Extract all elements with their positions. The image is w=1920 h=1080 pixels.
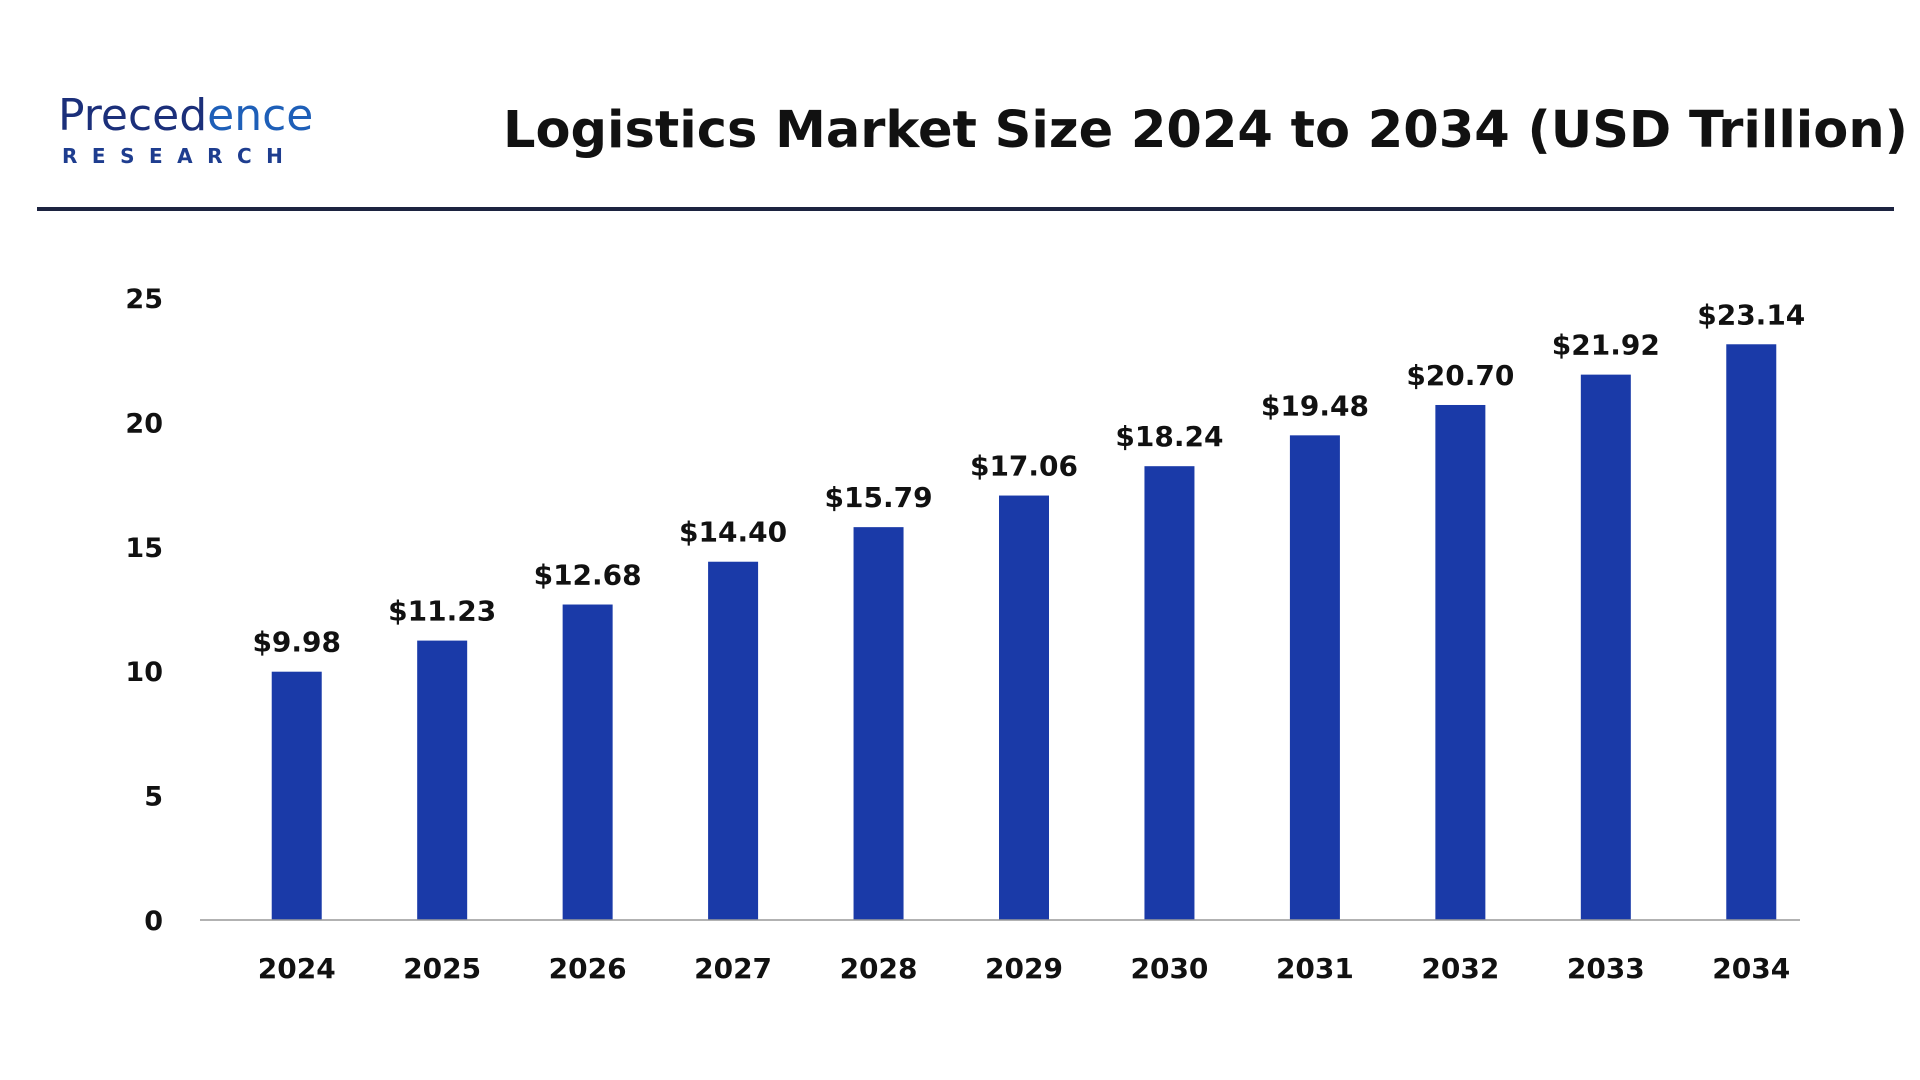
data-label-2028: $15.79 xyxy=(825,481,933,514)
x-tick-label-2031: 2031 xyxy=(1276,952,1354,985)
x-tick-label-2033: 2033 xyxy=(1567,952,1645,985)
y-tick-label: 5 xyxy=(144,782,163,813)
y-axis: 0 5 10 15 20 25 xyxy=(125,284,163,937)
bar-2028 xyxy=(853,527,904,920)
bar-2029 xyxy=(999,495,1049,920)
x-tick-label-2028: 2028 xyxy=(840,952,918,985)
bar-2030 xyxy=(1144,466,1195,920)
data-label-2033: $21.92 xyxy=(1552,329,1660,362)
data-label-2029: $17.06 xyxy=(970,450,1078,483)
x-tick-label-2024: 2024 xyxy=(258,952,336,985)
data-label-2030: $18.24 xyxy=(1115,420,1223,453)
data-label-2026: $12.68 xyxy=(534,559,642,592)
y-tick-label: 0 xyxy=(144,906,163,937)
data-label-2027: $14.40 xyxy=(679,516,787,549)
y-tick-label: 25 xyxy=(125,284,163,315)
x-tick-label-2034: 2034 xyxy=(1712,952,1790,985)
header-divider xyxy=(37,207,1894,211)
x-tick-label-2025: 2025 xyxy=(403,952,481,985)
bar-2025 xyxy=(417,640,468,920)
x-tick-label-2029: 2029 xyxy=(985,952,1063,985)
logo-wordmark: Precedence xyxy=(58,90,314,141)
header: Precedence RESEARCH Logistics Market Siz… xyxy=(0,0,1920,215)
bar-2027 xyxy=(708,561,759,920)
bar-2026 xyxy=(562,604,613,920)
bars-group xyxy=(271,344,1777,921)
bar-2024 xyxy=(271,671,322,920)
bar-2032 xyxy=(1435,404,1486,920)
precedence-research-logo: Precedence RESEARCH xyxy=(58,88,348,178)
logo-subtext: RESEARCH xyxy=(62,144,298,168)
data-label-2031: $19.48 xyxy=(1261,389,1369,422)
bar-2034 xyxy=(1726,344,1777,920)
bar-2031 xyxy=(1289,435,1340,920)
y-tick-label: 10 xyxy=(125,657,163,688)
data-labels-group: $9.98 $11.23 $12.68 $14.40 $15.79 $17.06 $18.2… xyxy=(252,298,1805,658)
data-label-2034: $23.14 xyxy=(1697,298,1805,331)
y-tick-label: 15 xyxy=(125,533,163,564)
x-axis: 2024 2025 2026 2027 2028 2029 2030 2031 2032 2033… xyxy=(200,919,1800,985)
bar-2033 xyxy=(1580,374,1631,921)
data-label-2032: $20.70 xyxy=(1406,359,1514,392)
y-tick-label: 20 xyxy=(125,408,163,439)
x-tick-label-2027: 2027 xyxy=(694,952,772,985)
x-tick-label-2030: 2030 xyxy=(1130,952,1208,985)
data-label-2025: $11.23 xyxy=(388,595,496,628)
x-tick-label-2032: 2032 xyxy=(1421,952,1499,985)
chart-title: Logistics Market Size 2024 to 2034 (USD … xyxy=(503,101,1908,160)
data-label-2024: $9.98 xyxy=(252,626,341,659)
x-tick-label-2026: 2026 xyxy=(549,952,627,985)
